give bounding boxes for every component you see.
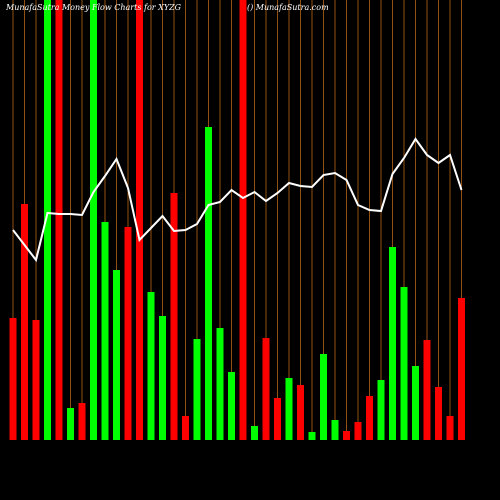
bar [193,339,201,440]
bar [366,396,373,440]
bar [124,227,132,440]
bar [285,378,293,440]
bar [136,0,143,440]
bar [21,204,28,440]
bar [331,420,339,440]
chart-title: MunafaSutra Money Flow Charts for XYZG [5,3,182,12]
bar [446,416,454,440]
bar [67,408,74,440]
bar [78,403,86,440]
chart-subtitle: () MunafaSutra.com [247,3,329,12]
bar [182,416,189,440]
bar [343,431,350,440]
bar [400,287,408,440]
bar [55,0,63,440]
bar [228,372,235,440]
bar [377,380,385,440]
bar [423,340,431,440]
bars [9,0,465,440]
bar [90,0,97,440]
bar [274,398,281,440]
bar [458,298,465,440]
bar [44,0,51,440]
bar [251,426,258,440]
bar [262,338,270,440]
bar [239,0,247,440]
bar [389,247,396,440]
bar [159,316,166,440]
bar [9,318,17,440]
bar [354,422,362,440]
bar [216,328,224,440]
bar [113,270,120,440]
bar [297,385,304,440]
bar [205,127,212,440]
bar [147,292,155,440]
bar [32,320,40,440]
bar [308,432,316,440]
bar [412,366,419,440]
bar [435,387,442,440]
bar [170,193,178,440]
bar [320,354,327,440]
money-flow-line [12,137,463,263]
bar [101,222,109,440]
